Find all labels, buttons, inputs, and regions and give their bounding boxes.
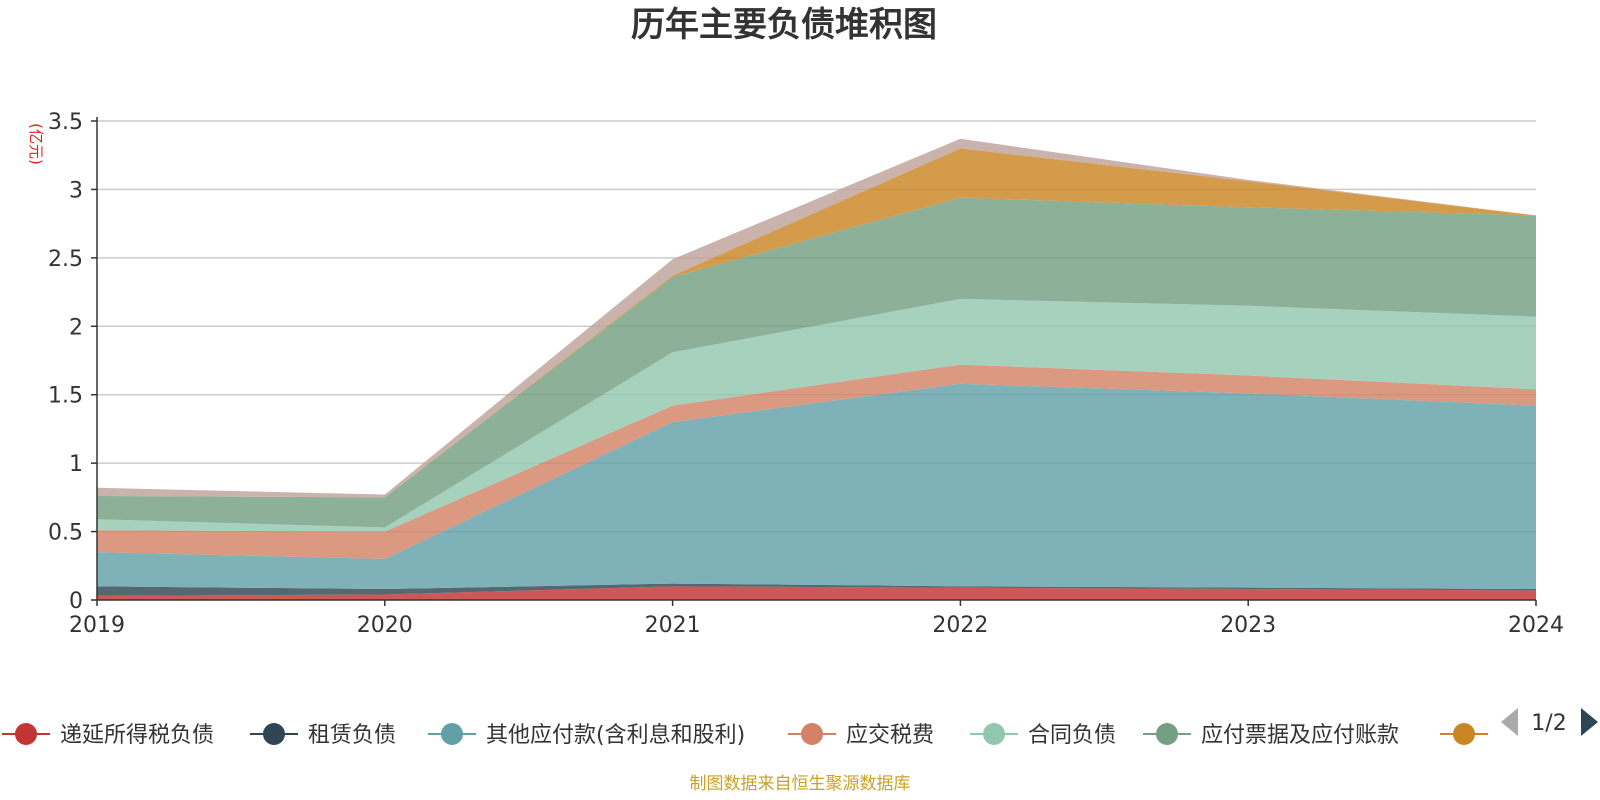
x-axis-ticks: 2019 2020 2021 2022 2023 2024 (69, 600, 1564, 638)
y-tick-label: 2 (69, 315, 83, 340)
y-tick-label: 3.5 (48, 110, 83, 135)
y-axis-unit-label: (亿元) (27, 123, 45, 165)
legend-label: 应交税费 (846, 723, 934, 748)
legend-prev-arrow-icon[interactable] (1501, 708, 1518, 736)
y-tick-label: 1 (69, 452, 83, 477)
x-tick-label: 2019 (69, 613, 125, 638)
series-area (97, 138, 1536, 498)
legend-item[interactable] (1440, 723, 1488, 745)
y-tick-label: 0.5 (48, 521, 83, 546)
legend-item[interactable]: 应交税费 (788, 723, 934, 748)
x-tick-label: 2022 (932, 613, 988, 638)
legend-item[interactable]: 其他应付款(含利息和股利) (428, 723, 745, 748)
x-tick-label: 2021 (645, 613, 701, 638)
legend-marker-icon (1156, 723, 1178, 745)
data-source-footer: 制图数据来自恒生聚源数据库 (690, 774, 911, 794)
y-tick-label: 3 (69, 178, 83, 203)
y-tick-label: 0 (69, 589, 83, 614)
y-axis-ticks: 0 0.5 1 1.5 2 2.5 3 3.5 (48, 110, 97, 614)
chart-title: 历年主要负债堆积图 (631, 5, 937, 45)
legend-page-indicator: 1/2 (1531, 711, 1566, 736)
legend-item[interactable]: 应付票据及应付账款 (1143, 723, 1399, 748)
series-area (97, 197, 1536, 528)
legend-item[interactable]: 递延所得税负债 (2, 723, 214, 748)
legend-marker-icon (263, 723, 285, 745)
series-area (97, 586, 1536, 600)
legend-label: 合同负债 (1028, 723, 1116, 748)
legend: 递延所得税负债 租赁负债 其他应付款(含利息和股利) 应交税费 合同负债 应付票据及应付账… (2, 723, 1488, 748)
series-area (97, 383, 1536, 590)
y-tick-label: 2.5 (48, 247, 83, 272)
legend-pager: 1/2 (1501, 708, 1598, 736)
y-tick-label: 1.5 (48, 384, 83, 409)
legend-label: 应付票据及应付账款 (1201, 723, 1399, 748)
x-tick-label: 2024 (1508, 613, 1564, 638)
series-area (97, 364, 1536, 559)
x-tick-label: 2023 (1220, 613, 1276, 638)
legend-item[interactable]: 合同负债 (970, 723, 1116, 748)
x-tick-label: 2020 (357, 613, 413, 638)
legend-marker-icon (15, 723, 37, 745)
area-series (97, 138, 1536, 600)
legend-label: 递延所得税负债 (60, 723, 214, 748)
legend-item[interactable]: 租赁负债 (250, 723, 396, 748)
legend-next-arrow-icon[interactable] (1581, 708, 1598, 736)
axes (96, 117, 1536, 601)
series-area (97, 298, 1536, 532)
series-area (97, 583, 1536, 596)
legend-marker-icon (441, 723, 463, 745)
legend-marker-icon (983, 723, 1005, 745)
legend-label: 其他应付款(含利息和股利) (486, 723, 745, 748)
legend-marker-icon (1453, 723, 1475, 745)
series-area (97, 148, 1536, 498)
legend-label: 租赁负债 (308, 723, 396, 748)
legend-marker-icon (801, 723, 823, 745)
